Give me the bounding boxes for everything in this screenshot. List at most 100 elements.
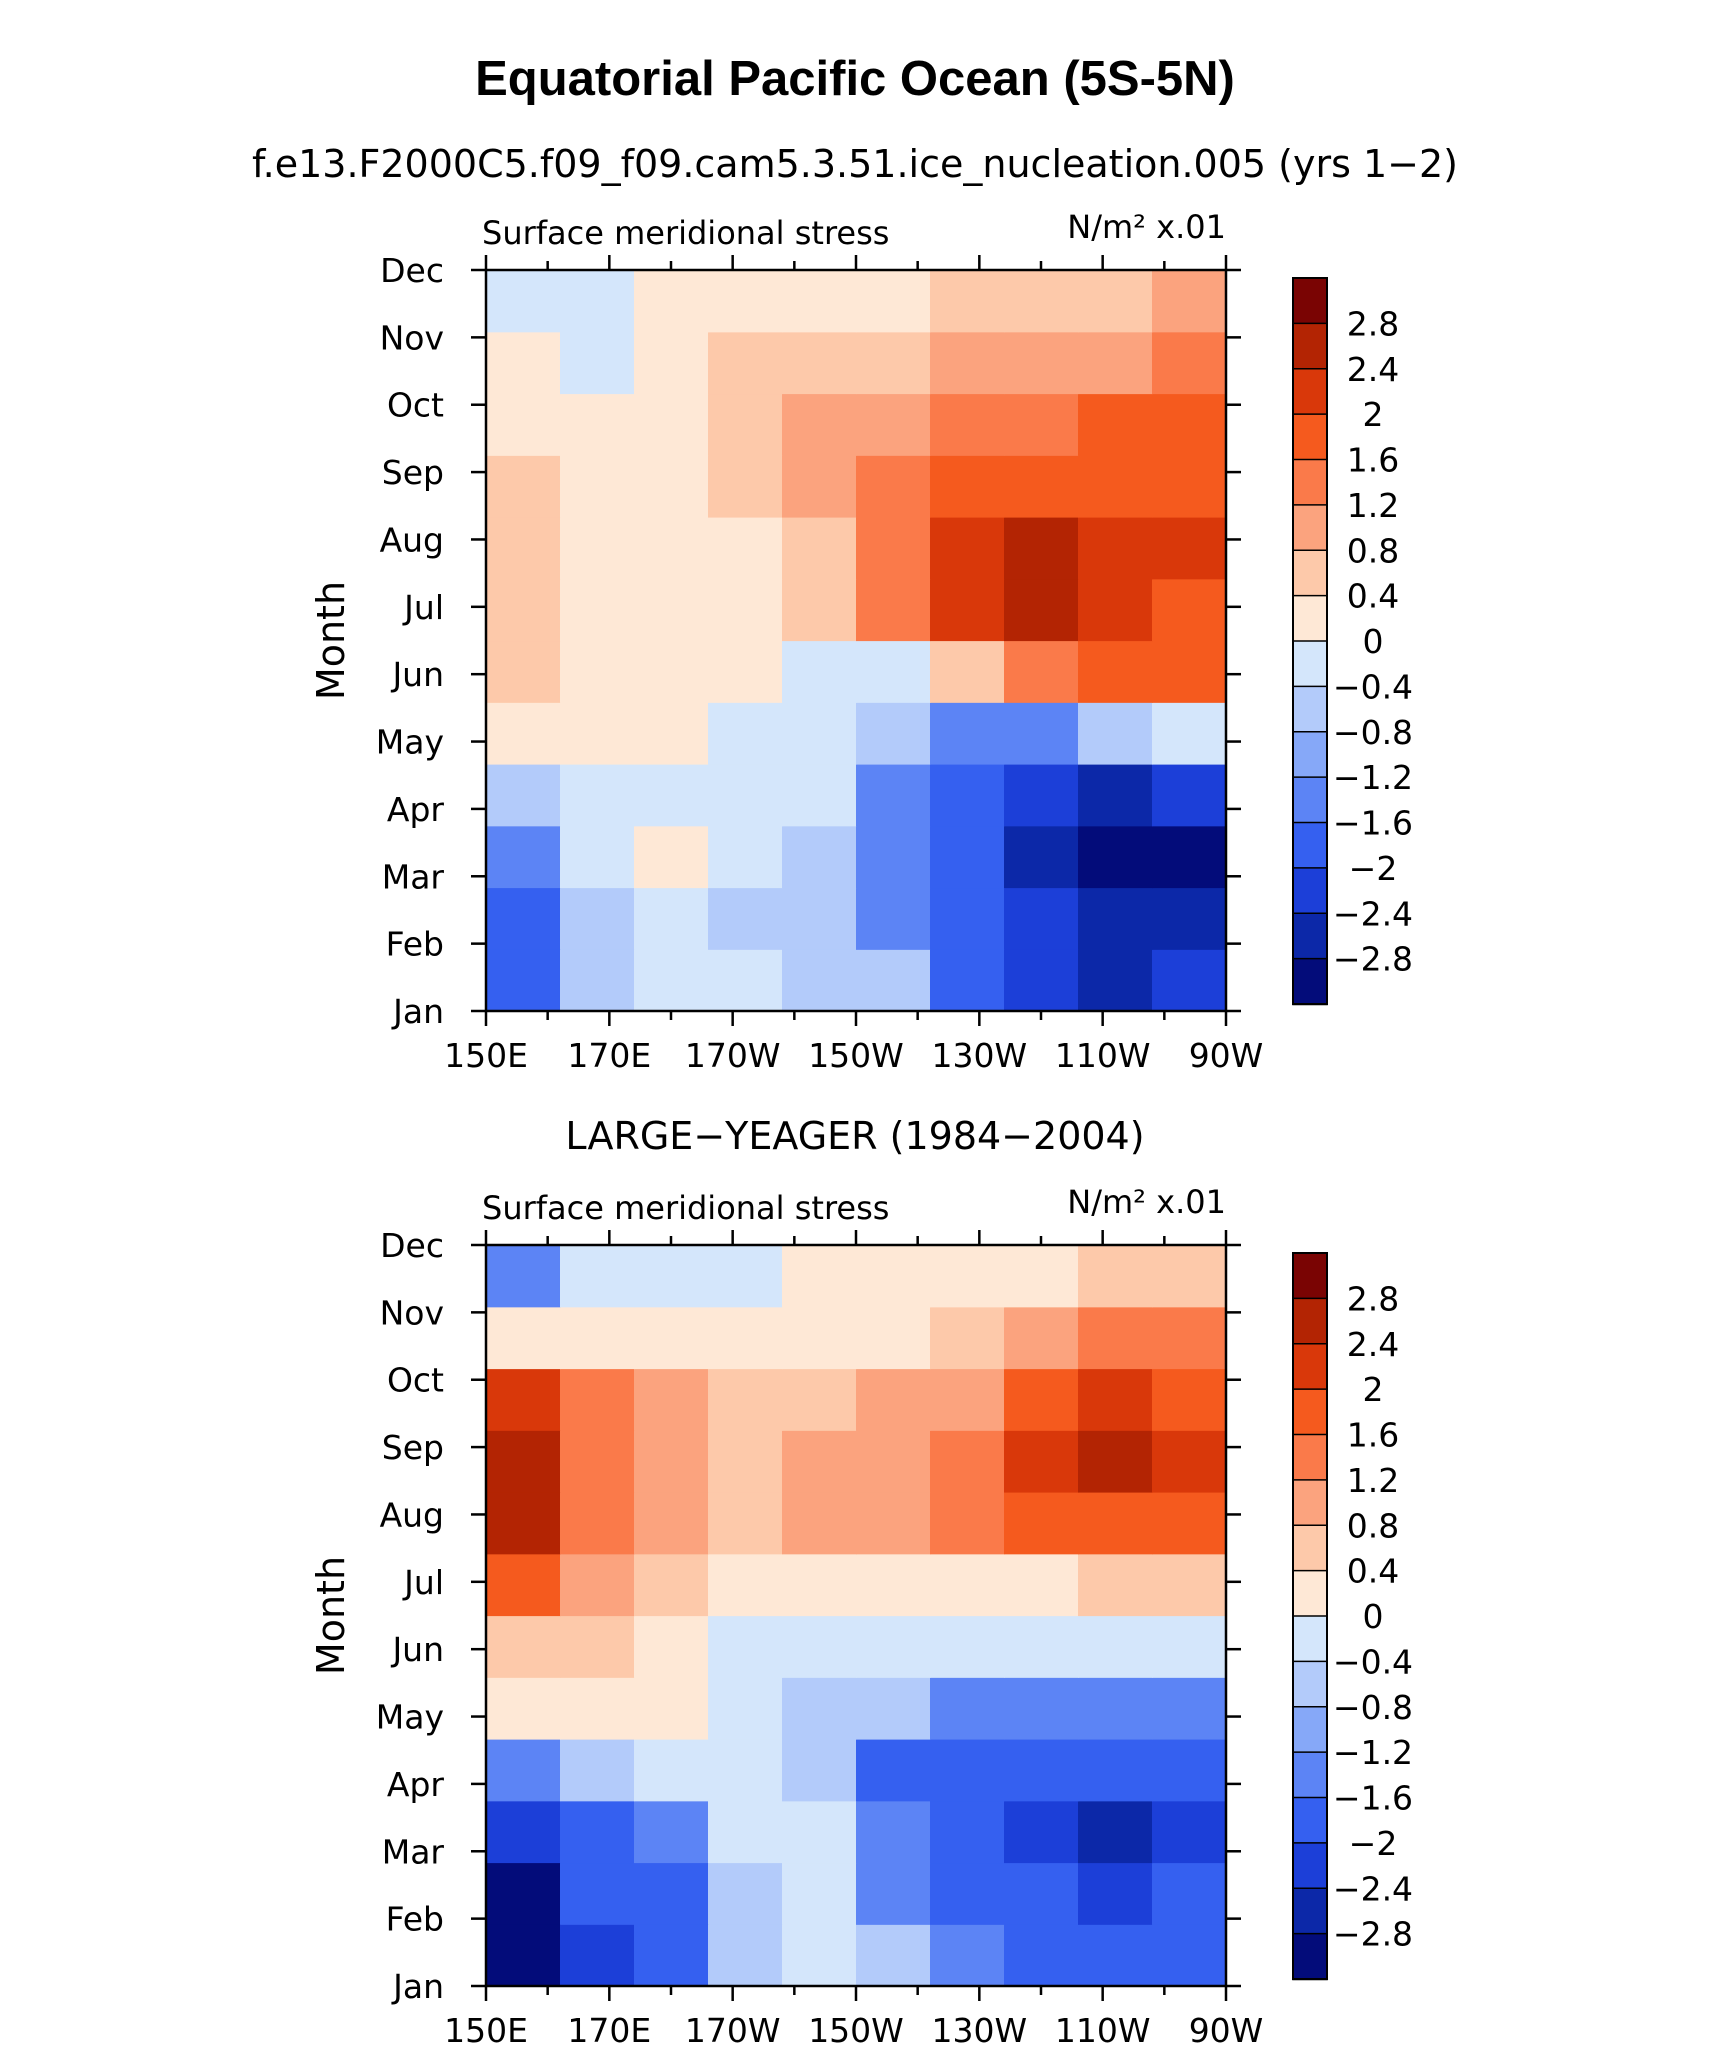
heatmap-cell [856,1615,931,1678]
colorbar-label: −2 [1349,849,1398,888]
heatmap-cell [1152,1368,1227,1431]
chart-panel-2: LARGE−YEAGER (1984−2004) Surface meridion… [309,1114,1413,2050]
colorbar-box [1292,1932,1328,1981]
colorbar-label: −0.8 [1333,713,1413,752]
colorbar-box [1292,322,1328,371]
heatmap-cell [1004,764,1079,827]
heatmap-cell [930,702,1005,765]
heatmap-cell [560,1306,635,1370]
colorbar-label: 0.4 [1347,1552,1399,1591]
heatmap-cell [486,1306,561,1370]
colorbar-box [1292,776,1328,824]
heatmap-cell [486,887,561,950]
heatmap-cell [856,702,931,765]
colorbar-box [1292,277,1328,325]
heatmap-cell [560,640,635,703]
colorbar-label: 2 [1363,1370,1384,1409]
heatmap-cell [1004,1800,1079,1864]
heatmap-cell [1004,1924,1079,1987]
heatmap-cell [486,1492,561,1555]
heatmap-cell [486,455,561,518]
heatmap-cell [1152,1924,1227,1987]
heatmap-cell [930,887,1005,950]
heatmap-cell [634,1553,709,1617]
heatmap-cell [1004,1739,1079,1802]
heatmap-cell [634,270,709,333]
x-tick-label: 130W [932,2011,1028,2050]
heatmap-cell [782,393,857,456]
colorbar-box [1292,685,1328,734]
heatmap-cell [1004,887,1079,950]
heatmap-cell [708,887,783,950]
heatmap-cell [856,517,931,580]
heatmap-cell [486,270,561,333]
heatmap-cell [782,1245,857,1308]
heatmap-cell [486,702,561,765]
y-tick-label: Jun [390,1630,444,1669]
colorbar-box [1292,1343,1328,1391]
heatmap-cell [930,1677,1005,1740]
heatmap-cell [856,949,931,1012]
heatmap-cell [1004,640,1079,703]
colorbar-box [1292,1433,1328,1482]
heatmap-cell [930,1430,1005,1493]
heatmap-cell [1078,949,1153,1012]
heatmap-cell [1152,702,1227,765]
colorbar-box [1292,1706,1328,1754]
heatmap-cell [486,764,561,827]
heatmap-cell [634,1739,709,1802]
variable-label: Surface meridional stress [482,1189,889,1227]
colorbar-box [1292,413,1328,461]
colorbar-label: −2.4 [1333,1869,1413,1908]
heatmap-cell [560,1430,635,1493]
y-tick-label: Feb [386,1900,444,1939]
heatmap-cell [1078,578,1153,642]
variable-label: Surface meridional stress [482,214,889,252]
heatmap-cell [1078,270,1153,333]
heatmap-cell [634,764,709,827]
heatmap-cell [634,1430,709,1493]
heatmap-cell [486,1924,561,1987]
colorbar-label: 0 [1363,1597,1384,1636]
heatmap-cell [634,640,709,703]
heatmap-cell [1152,764,1227,827]
x-tick-label: 110W [1055,1036,1151,1075]
heatmap-cell [1078,1862,1153,1925]
colorbar-label: −1.6 [1333,804,1413,843]
heatmap-cell [782,1924,857,1987]
heatmap-cell [930,1368,1005,1431]
heatmap-cell [1078,1924,1153,1987]
heatmap-cell [856,1862,931,1925]
colorbar-box [1292,504,1328,552]
heatmap-cell [930,455,1005,518]
y-tick-label: Apr [387,790,445,829]
heatmap-cell [708,1306,783,1370]
heatmap-cell [486,640,561,703]
colorbar-label: 1.2 [1347,486,1399,525]
heatmap-cell [708,1739,783,1802]
heatmap-cell [634,455,709,518]
y-tick-label: Dec [380,1226,444,1265]
heatmap-cell [856,1245,931,1308]
heatmap-cell [708,825,783,889]
colorbar-label: 2.8 [1347,1279,1399,1318]
heatmap-cell [634,331,709,395]
colorbar-box [1292,1297,1328,1346]
heatmap-cell [1152,331,1227,395]
heatmap-cell [486,1677,561,1740]
heatmap-cell [856,1677,931,1740]
heatmap-cell [1004,270,1079,333]
colorbar-label: 2.4 [1347,350,1399,389]
heatmap-cell [782,517,857,580]
colorbar-label: −1.2 [1333,758,1413,797]
heatmap-cell [560,1368,635,1431]
heatmap-cell [708,455,783,518]
colorbar-label: 0.8 [1347,531,1399,570]
heatmap-cell [486,1800,561,1864]
heatmap-cell [930,1862,1005,1925]
colorbar-label: 1.6 [1347,1416,1399,1455]
heatmap-cells [486,270,1227,1012]
colorbar-label: 0.4 [1347,577,1399,616]
heatmap-cell [1004,1306,1079,1370]
heatmap-cell [930,1800,1005,1864]
